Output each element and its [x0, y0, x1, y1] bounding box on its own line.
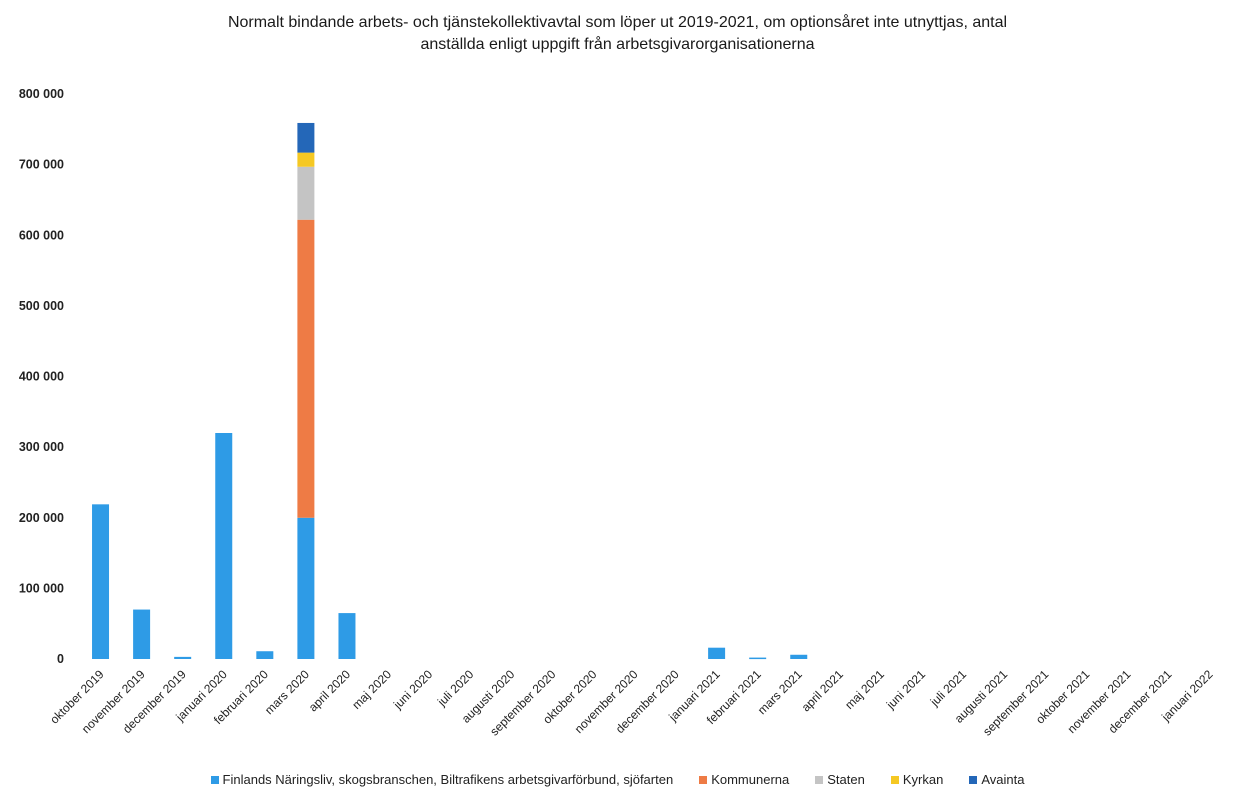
x-tick-label: maj 2020 [349, 667, 394, 712]
bar-segment [133, 609, 151, 659]
bar-segment [256, 651, 274, 659]
bar-segment [297, 152, 315, 167]
legend-label: Staten [827, 772, 865, 787]
bar-segment [297, 219, 315, 518]
bar-segment [297, 517, 315, 659]
x-tick-label: april 2020 [306, 667, 353, 714]
chart-legend: Finlands Näringsliv, skogsbranschen, Bil… [0, 772, 1235, 787]
y-tick-label: 400 000 [19, 370, 64, 384]
legend-swatch [699, 775, 708, 784]
bar-segment [297, 166, 315, 220]
x-tick-label: juli 2021 [927, 667, 969, 709]
bar-segment [174, 656, 192, 659]
legend-label: Kyrkan [902, 772, 944, 787]
bar-segment [749, 657, 767, 660]
y-tick-label: 200 000 [19, 511, 64, 525]
bar-segment [790, 654, 808, 659]
bar-segment [92, 504, 110, 659]
y-tick-label: 700 000 [19, 158, 64, 172]
bar-segment [338, 613, 356, 659]
bar-segment [215, 433, 233, 659]
legend-label: Kommunerna [711, 772, 790, 787]
legend-swatch [969, 775, 978, 784]
legend-item: Kommunerna [699, 772, 789, 787]
x-tick-label: mars 2020 [262, 667, 312, 717]
x-tick-label: juli 2020 [434, 667, 476, 709]
bar-chart: 0 100 000 200 000 300 000 400 000 500 000 600 … [19, 87, 1216, 738]
y-tick-label: 500 000 [19, 299, 64, 313]
y-tick-label: 0 [57, 652, 64, 666]
x-tick-label: april 2021 [799, 667, 846, 714]
x-tick-label: mars 2021 [755, 667, 805, 717]
legend-item: Staten [815, 772, 865, 787]
chart-title: Normalt bindande arbets- och tjänstekoll… [0, 12, 1235, 56]
x-tick-label: juni 2021 [883, 667, 928, 712]
legend-item: Kyrkan [890, 772, 944, 787]
bar-segment [708, 647, 726, 659]
legend-item: Finlands Näringsliv, skogsbranschen, Bil… [210, 772, 674, 787]
chart-title-line-1: Normalt bindande arbets- och tjänstekoll… [227, 14, 1008, 31]
y-tick-label: 100 000 [19, 581, 64, 595]
legend-swatch [815, 775, 824, 784]
x-tick-label: maj 2021 [842, 667, 887, 712]
bar-segment [297, 122, 315, 153]
legend-swatch [210, 775, 219, 784]
legend-swatch [890, 775, 899, 784]
legend-item: Avainta [969, 772, 1024, 787]
y-tick-label: 300 000 [19, 440, 64, 454]
legend-label: Finlands Näringsliv, skogsbranschen, Bil… [222, 772, 674, 787]
y-tick-label: 800 000 [19, 87, 64, 101]
chart-title-line-2: anställda enligt uppgift från arbetsgiva… [420, 36, 815, 53]
y-tick-label: 600 000 [19, 228, 64, 242]
x-tick-label: juni 2020 [390, 667, 435, 712]
legend-label: Avainta [981, 772, 1025, 787]
